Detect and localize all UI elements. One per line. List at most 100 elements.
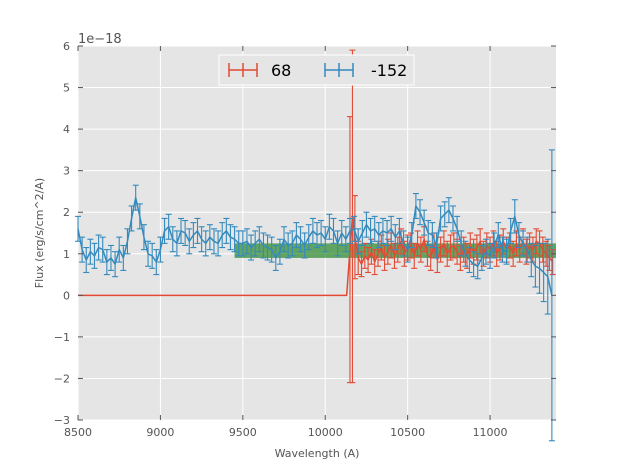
- y-tick-label: 0: [63, 289, 70, 302]
- error-bar: [470, 251, 477, 278]
- error-bar: [511, 199, 518, 234]
- series-line: [77, 196, 553, 296]
- error-bar: [449, 205, 456, 232]
- error-bar: [358, 251, 365, 278]
- error-bar: [153, 249, 160, 276]
- error-bar: [412, 192, 419, 220]
- error-bar: [342, 226, 349, 253]
- x-tick-label: 9500: [229, 426, 257, 439]
- error-bar: [503, 238, 510, 265]
- error-bar: [268, 236, 275, 263]
- error-bar: [482, 238, 489, 265]
- error-bar: [190, 222, 197, 249]
- error-bar: [408, 222, 415, 249]
- error-bar: [231, 226, 238, 253]
- error-bar: [301, 232, 308, 259]
- error-bar: [515, 222, 522, 249]
- error-bar: [417, 199, 424, 226]
- y-tick-label: 4: [63, 123, 70, 136]
- error-bar: [447, 234, 454, 261]
- error-bar: [165, 213, 172, 240]
- error-bar: [297, 226, 304, 253]
- error-bar: [215, 230, 222, 257]
- error-bar: [227, 224, 234, 251]
- y-tick-label: 3: [63, 165, 70, 178]
- error-bar: [523, 238, 530, 265]
- error-bar: [532, 244, 539, 288]
- legend: 68 -152: [218, 54, 415, 86]
- error-bar: [140, 224, 147, 251]
- error-bar: [346, 217, 353, 244]
- series-layer: [75, 49, 556, 442]
- error-bar: [371, 249, 378, 276]
- error-bar: [414, 230, 421, 257]
- error-bar: [396, 217, 403, 244]
- error-bar: [524, 236, 531, 263]
- error-bar: [79, 236, 86, 263]
- error-bar: [540, 242, 547, 303]
- error-bar: [136, 203, 143, 230]
- error-bar: [210, 228, 217, 255]
- error-bar: [384, 219, 391, 247]
- error-bar: [272, 244, 279, 271]
- error-bar: [173, 230, 180, 257]
- error-bar: [539, 236, 546, 263]
- error-bar: [499, 236, 506, 263]
- error-bar: [120, 244, 127, 271]
- error-bar: [318, 219, 325, 247]
- error-bar: [132, 184, 139, 211]
- legend-item-0: 68: [228, 61, 291, 80]
- error-bar: [103, 249, 110, 276]
- error-bar: [99, 236, 106, 263]
- error-bar: [528, 242, 535, 278]
- error-bar: [219, 222, 226, 249]
- error-bar: [400, 230, 407, 257]
- error-bar: [367, 217, 374, 244]
- error-bar: [490, 230, 497, 257]
- error-bar: [161, 217, 168, 244]
- error-bar: [264, 234, 271, 261]
- error-bar: [365, 246, 372, 274]
- error-bar: [223, 217, 230, 244]
- error-bar: [450, 232, 457, 259]
- error-bar: [95, 234, 102, 261]
- error-bar: [473, 234, 480, 261]
- error-bar: [75, 215, 81, 242]
- x-tick-label: 11000: [473, 426, 508, 439]
- error-bar: [326, 213, 333, 240]
- error-bar: [239, 230, 246, 257]
- error-bar: [462, 240, 469, 267]
- error-bar: [466, 246, 473, 274]
- error-bar: [491, 232, 498, 259]
- error-bar: [116, 236, 123, 263]
- error-bar: [363, 211, 370, 238]
- error-bar: [322, 226, 329, 253]
- error-bar: [388, 215, 395, 242]
- error-bar: [379, 217, 386, 244]
- error-bar: [182, 219, 189, 247]
- error-bar: [309, 217, 316, 244]
- error-bar: [260, 232, 267, 259]
- y-tick-label: −1: [54, 331, 70, 344]
- error-bar: [330, 217, 337, 244]
- error-bar: [507, 217, 514, 244]
- error-bar: [533, 228, 540, 255]
- error-bar: [186, 228, 193, 255]
- error-bar: [285, 232, 292, 259]
- error-bar: [384, 238, 391, 265]
- error-bar: [252, 230, 259, 257]
- error-bar: [178, 217, 185, 244]
- error-bar: [444, 240, 451, 267]
- error-bar: [338, 219, 345, 247]
- error-bar: [289, 230, 296, 257]
- error-bar: [112, 251, 119, 278]
- error-bar: [355, 228, 362, 255]
- error-bar: [305, 224, 312, 251]
- error-bar: [276, 238, 283, 265]
- error-bar: [404, 236, 411, 263]
- error-bar: [128, 205, 135, 232]
- error-bar: [425, 219, 432, 247]
- error-bar: [417, 236, 424, 263]
- error-bar: [256, 226, 263, 253]
